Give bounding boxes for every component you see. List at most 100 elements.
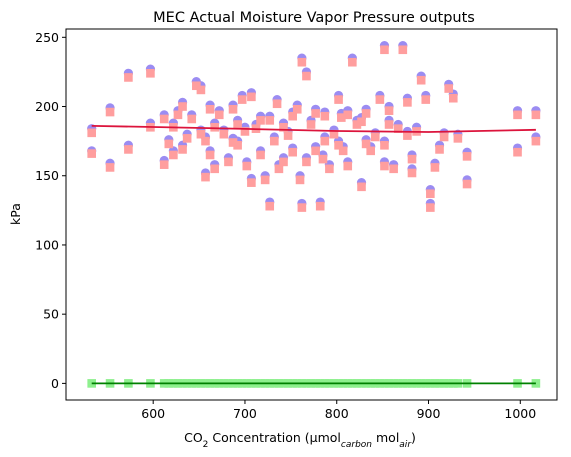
series-2: [87, 45, 541, 212]
data-point: [105, 163, 115, 172]
data-point: [214, 110, 224, 120]
y-tick-label: 0: [51, 376, 59, 391]
data-point: [357, 117, 366, 127]
data-point: [389, 164, 398, 174]
plot-background: [66, 29, 557, 400]
data-point: [302, 71, 311, 81]
data-point: [173, 110, 183, 120]
data-point: [320, 136, 330, 146]
data-point: [242, 161, 252, 171]
data-point: [334, 140, 343, 150]
data-point: [453, 134, 463, 143]
x-tick-label: 700: [233, 406, 257, 421]
data-point: [338, 146, 348, 156]
data-point: [201, 172, 210, 182]
y-axis-label: kPa: [8, 203, 23, 225]
data-point: [265, 116, 275, 125]
data-point: [320, 111, 330, 121]
data-point: [343, 161, 353, 171]
data-point: [334, 95, 343, 104]
data-point: [370, 132, 380, 142]
data-point: [169, 150, 178, 160]
x-tick-label: 1000: [504, 406, 536, 421]
data-point: [343, 110, 353, 120]
data-point: [435, 145, 444, 154]
data-point: [357, 182, 366, 192]
plot-frame: [65, 28, 558, 401]
data-point: [260, 175, 270, 185]
y-tick-label: 50: [43, 307, 59, 322]
data-point: [233, 140, 242, 150]
data-point: [159, 160, 169, 169]
data-point: [105, 107, 115, 117]
data-point: [270, 136, 279, 146]
data-point: [192, 81, 201, 91]
data-point: [187, 114, 197, 124]
data-point: [318, 154, 328, 164]
data-point: [288, 111, 297, 121]
data-point: [393, 124, 403, 133]
data-point: [87, 128, 96, 138]
data-point: [164, 139, 174, 149]
data-point: [256, 150, 265, 160]
data-point: [462, 152, 472, 161]
data-point: [375, 95, 385, 104]
y-axis: 0 50 100 150 200 250: [35, 30, 66, 391]
y-tick-label: 250: [35, 30, 59, 45]
data-point: [311, 109, 320, 118]
data-point: [274, 164, 284, 174]
data-point: [283, 131, 293, 140]
data-point: [348, 57, 357, 67]
data-point: [279, 157, 288, 167]
data-point: [205, 150, 215, 160]
data-point: [240, 127, 250, 136]
data-point: [366, 146, 375, 156]
data-point: [224, 157, 233, 167]
data-point: [361, 139, 371, 149]
data-point: [329, 129, 339, 139]
data-point: [210, 164, 219, 174]
data-point: [247, 92, 256, 102]
data-point: [196, 129, 206, 139]
data-point: [315, 201, 325, 211]
data-point: [403, 98, 412, 107]
data-point: [233, 120, 242, 129]
data-point: [182, 134, 192, 143]
data-point: [297, 203, 307, 212]
data-point: [124, 73, 133, 82]
data-point: [124, 145, 133, 154]
data-point: [352, 120, 362, 129]
data-point: [380, 45, 389, 55]
data-point: [205, 104, 215, 114]
data-point: [407, 168, 417, 178]
data-point: [384, 120, 394, 129]
data-point: [384, 106, 394, 115]
data-point: [430, 163, 440, 172]
data-point: [87, 379, 96, 388]
x-axis: 600 700 800 900 1000: [141, 400, 536, 421]
data-point: [219, 129, 229, 139]
data-point: [247, 178, 256, 187]
trend-line: [91, 125, 536, 133]
data-point: [531, 110, 541, 120]
data-point: [178, 102, 187, 111]
y-tick-label: 150: [35, 168, 59, 183]
data-point: [295, 175, 305, 185]
plot-area: [65, 28, 558, 401]
data-point: [201, 136, 210, 146]
data-point: [302, 157, 311, 167]
data-point: [288, 147, 297, 157]
data-point: [403, 131, 412, 140]
data-point: [87, 149, 96, 158]
fit-lines: [91, 125, 536, 385]
data-point: [279, 122, 288, 132]
data-point: [196, 85, 206, 95]
data-point: [228, 138, 238, 147]
x-tick-label: 600: [141, 406, 165, 421]
data-point: [292, 104, 302, 114]
x-tick-label: 800: [325, 406, 349, 421]
data-point: [325, 164, 334, 174]
x-axis-label: CO2 Concentration (μmolcarbon molair): [184, 430, 416, 450]
data-point: [426, 203, 435, 212]
data-point: [421, 95, 431, 104]
